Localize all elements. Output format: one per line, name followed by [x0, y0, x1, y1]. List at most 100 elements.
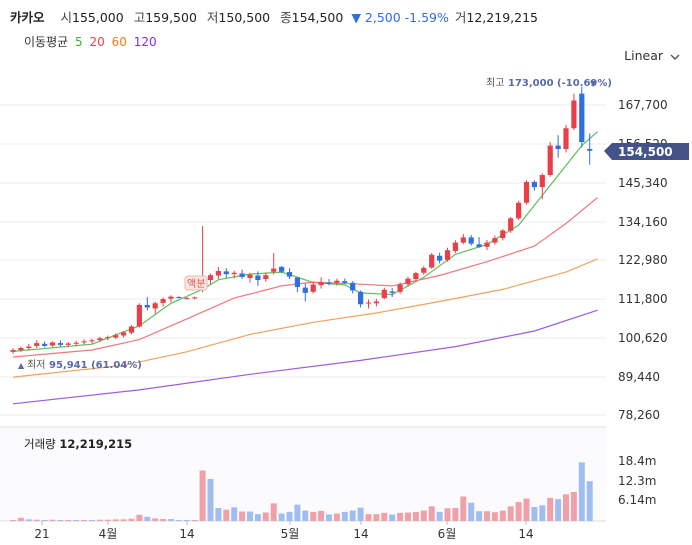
candle[interactable]	[587, 133, 593, 165]
volume-bar	[49, 519, 56, 521]
ma-120: 120	[133, 35, 157, 49]
candle[interactable]	[460, 233, 466, 245]
candle[interactable]	[500, 229, 506, 241]
candle[interactable]	[89, 338, 95, 344]
candle[interactable]	[373, 298, 379, 307]
candle[interactable]	[152, 301, 158, 314]
candle[interactable]	[508, 216, 514, 233]
candle[interactable]	[144, 297, 150, 311]
candle[interactable]	[358, 290, 364, 308]
candle[interactable]	[342, 278, 348, 284]
candle[interactable]	[294, 276, 300, 293]
close-label: 종	[280, 10, 292, 25]
candle[interactable]	[476, 237, 482, 248]
candle[interactable]	[437, 252, 443, 264]
candle[interactable]	[81, 339, 87, 345]
candle[interactable]	[516, 201, 522, 221]
candle[interactable]	[484, 239, 490, 251]
volume-bar	[136, 514, 143, 521]
volume-bar	[539, 505, 546, 521]
candle[interactable]	[492, 235, 498, 245]
candle[interactable]	[247, 272, 253, 283]
candle[interactable]	[468, 234, 474, 246]
volume-bar	[420, 510, 427, 521]
candle[interactable]	[421, 265, 427, 275]
candle[interactable]	[271, 252, 277, 275]
candle[interactable]	[136, 303, 142, 328]
candle[interactable]	[105, 335, 111, 341]
candle[interactable]	[531, 180, 537, 191]
candle[interactable]	[397, 282, 403, 294]
candle[interactable]	[168, 295, 174, 303]
candle[interactable]	[184, 297, 190, 300]
candle[interactable]	[10, 347, 16, 354]
volume-bar	[175, 520, 182, 521]
candle[interactable]	[42, 341, 48, 348]
volume-bar	[318, 510, 325, 521]
candle[interactable]	[310, 281, 316, 294]
candle[interactable]	[302, 283, 308, 302]
candle[interactable]	[286, 268, 293, 279]
candle[interactable]	[555, 135, 561, 158]
candle[interactable]	[571, 93, 577, 130]
volume-bar	[586, 481, 593, 521]
candle[interactable]	[192, 296, 198, 300]
stock-name: 카카오	[10, 10, 45, 25]
volume-bar	[199, 470, 206, 521]
candle[interactable]	[49, 341, 56, 347]
candle[interactable]	[405, 276, 411, 287]
high-value: 159,500	[145, 10, 197, 25]
candle[interactable]	[65, 342, 71, 348]
scale-toggle[interactable]: Linear	[624, 48, 680, 63]
candle[interactable]	[57, 340, 63, 347]
candle[interactable]	[176, 296, 182, 299]
candle[interactable]	[429, 252, 435, 269]
date-tick-label: 5월	[281, 527, 300, 541]
candle[interactable]	[207, 273, 214, 285]
candle[interactable]	[318, 277, 324, 289]
candle[interactable]	[563, 124, 569, 153]
low-value: 150,500	[218, 10, 271, 25]
candle[interactable]	[34, 340, 40, 348]
volume-bar	[262, 512, 269, 521]
candle[interactable]	[239, 269, 245, 279]
candle[interactable]	[539, 173, 545, 200]
candle[interactable]	[389, 288, 395, 298]
candle[interactable]	[223, 268, 229, 278]
candle[interactable]	[326, 278, 332, 286]
price-tick-label: 78,260	[618, 408, 660, 422]
volume-bar	[444, 508, 451, 521]
candle[interactable]	[215, 266, 221, 279]
candle[interactable]	[97, 336, 103, 343]
candle[interactable]	[279, 266, 285, 274]
candle[interactable]	[73, 340, 79, 347]
volume-tick-label: 12.3m	[618, 474, 656, 488]
low-label: 저	[206, 10, 219, 25]
volume-bar	[128, 518, 135, 521]
candle[interactable]	[128, 325, 135, 335]
volume-bar	[81, 520, 88, 521]
candle[interactable]	[26, 343, 32, 351]
split-badge[interactable]: 액분	[187, 278, 205, 290]
price-tick-label: 167,700	[618, 98, 668, 112]
candle[interactable]	[255, 271, 261, 286]
candle[interactable]	[579, 86, 585, 148]
candle[interactable]	[160, 297, 166, 307]
candle[interactable]	[263, 272, 269, 282]
candle[interactable]	[113, 333, 119, 339]
candle[interactable]	[334, 278, 340, 286]
candle[interactable]	[523, 180, 530, 205]
candle[interactable]	[452, 240, 458, 253]
candle[interactable]	[547, 142, 553, 177]
candle[interactable]	[121, 330, 127, 338]
candle[interactable]	[381, 287, 387, 300]
candle[interactable]	[365, 299, 372, 309]
candle[interactable]	[350, 281, 356, 294]
candle[interactable]	[231, 270, 237, 279]
volume-bar	[452, 507, 459, 521]
candle[interactable]	[413, 271, 419, 282]
moving-average-legend[interactable]: 이동평균 5 20 60 120	[24, 33, 160, 50]
candle[interactable]	[18, 346, 24, 352]
candle[interactable]	[444, 247, 451, 262]
